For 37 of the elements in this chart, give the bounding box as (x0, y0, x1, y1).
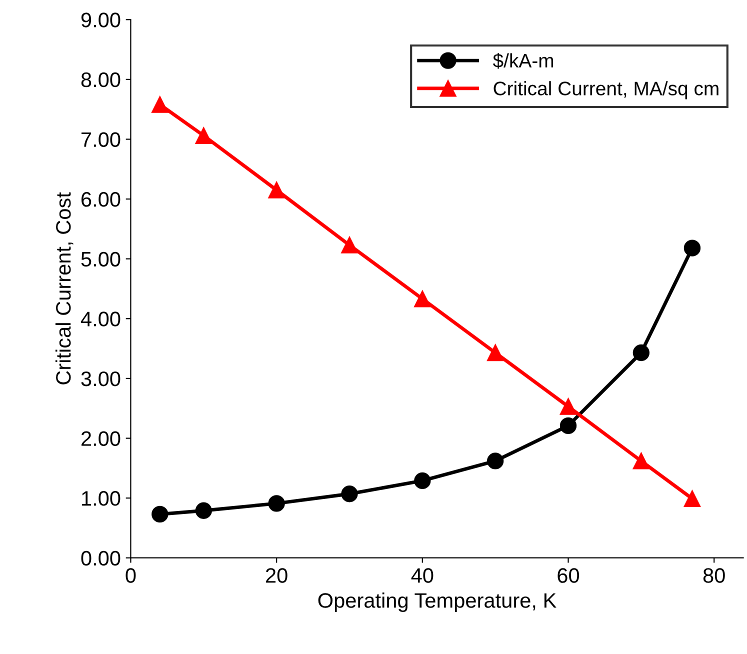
y-tick-label: 1.00 (82, 491, 120, 506)
point (414, 472, 431, 490)
y-tick-label: 7.00 (82, 132, 120, 147)
x-axis-title: Operating Temperature, K (318, 592, 556, 612)
point (268, 495, 285, 512)
legend-label: $/kA-m (492, 52, 554, 69)
point (195, 127, 212, 144)
x-tick-label: 60 (558, 568, 580, 583)
point (632, 344, 650, 362)
x-tick-label: 80 (703, 568, 725, 583)
point (152, 506, 168, 523)
point (487, 452, 504, 470)
point (487, 344, 504, 362)
x-tick-label: 0 (126, 568, 136, 583)
x-tick-label: 40 (411, 568, 434, 583)
point (414, 290, 431, 308)
point (632, 452, 650, 470)
point (560, 417, 577, 434)
y-tick-label: 3.00 (81, 371, 120, 386)
y-tick-label: 0.00 (81, 550, 120, 566)
point (341, 236, 358, 254)
point (684, 240, 701, 256)
legend-label: Critical Current, MA/sq cm (494, 81, 718, 100)
y-tick-label: 8.00 (81, 72, 120, 88)
x-tick-label: 20 (266, 568, 288, 583)
point (684, 490, 701, 507)
point (560, 398, 577, 415)
point (341, 486, 358, 502)
point (152, 96, 168, 113)
y-tick-label: 5.00 (81, 252, 120, 267)
y-axis-title: Critical Current, Cost (55, 192, 74, 384)
point (268, 182, 285, 198)
point (195, 502, 212, 519)
y-tick-label: 2.00 (82, 431, 120, 446)
y-tick-label: 6.00 (82, 192, 120, 207)
y-tick-label: 4.00 (80, 312, 120, 326)
y-tick-label: 9.00 (81, 12, 120, 28)
